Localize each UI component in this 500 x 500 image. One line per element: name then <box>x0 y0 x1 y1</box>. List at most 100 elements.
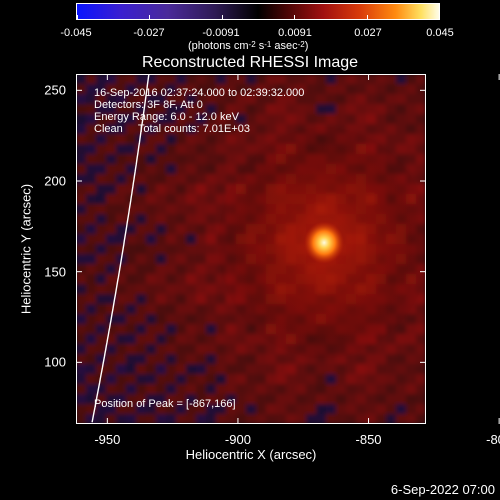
heatmap-cell <box>156 314 166 324</box>
heatmap-cell <box>406 334 416 344</box>
x-tick-label: -950 <box>94 432 121 447</box>
heatmap-cell <box>216 314 226 324</box>
heatmap-cell <box>416 164 425 174</box>
heatmap-cell <box>196 374 206 384</box>
heatmap-cell <box>246 414 256 423</box>
heatmap-cell <box>136 204 146 214</box>
heatmap-cell <box>226 334 236 344</box>
heatmap-cell <box>156 394 166 404</box>
heatmap-cell <box>196 334 206 344</box>
heatmap-cell <box>396 404 406 414</box>
heatmap-cell <box>346 75 356 84</box>
heatmap-cell <box>406 154 416 164</box>
heatmap-cell <box>96 174 106 184</box>
heatmap-cell <box>266 394 276 404</box>
heatmap-cell <box>326 374 336 384</box>
heatmap-cell <box>166 284 176 294</box>
heatmap-cell <box>286 94 296 104</box>
heatmap-cell <box>116 244 126 254</box>
heatmap-cell <box>86 334 96 344</box>
heatmap-cell <box>236 344 246 354</box>
heatmap-cell <box>96 94 106 104</box>
heatmap-cell <box>366 104 376 114</box>
heatmap-cell <box>266 94 276 104</box>
heatmap-cell <box>156 154 166 164</box>
heatmap-cell <box>416 134 425 144</box>
heatmap-cell <box>206 394 216 404</box>
heatmap-cell <box>106 224 116 234</box>
heatmap-cell <box>86 84 96 94</box>
heatmap-cell <box>106 144 116 154</box>
heatmap-cell <box>336 364 346 374</box>
heatmap-cell <box>406 144 416 154</box>
heatmap-cell <box>346 394 356 404</box>
heatmap-cell <box>416 104 425 114</box>
heatmap-cell <box>386 84 396 94</box>
heatmap-cell <box>126 374 136 384</box>
heatmap-cell <box>216 334 226 344</box>
heatmap-cell <box>176 214 186 224</box>
heatmap-cell <box>126 244 136 254</box>
heatmap-cell <box>306 394 316 404</box>
heatmap-cell <box>396 134 406 144</box>
heatmap-image <box>77 75 425 423</box>
heatmap-cell <box>366 94 376 104</box>
heatmap-cell <box>216 364 226 374</box>
heatmap-cell <box>356 104 366 114</box>
heatmap-cell <box>86 314 96 324</box>
heatmap-cell <box>416 324 425 334</box>
heatmap-cell <box>406 134 416 144</box>
energy-range-label: Energy Range: 6.0 - 12.0 keV <box>94 111 239 123</box>
heatmap-cell <box>406 314 416 324</box>
heatmap-cell <box>316 404 326 414</box>
x-axis-title: Heliocentric X (arcsec) <box>185 447 317 462</box>
heatmap-cell <box>176 324 186 334</box>
heatmap-cell <box>176 154 186 164</box>
heatmap-cell <box>316 374 326 384</box>
heatmap-cell <box>166 394 176 404</box>
heatmap-cell <box>346 104 356 114</box>
heatmap-cell <box>166 134 176 144</box>
heatmap-cell <box>326 114 336 124</box>
heatmap-cell <box>186 354 196 364</box>
heatmap-cell <box>176 284 186 294</box>
heatmap-cell <box>126 254 136 264</box>
heatmap-cell <box>336 394 346 404</box>
heatmap-cell <box>176 144 186 154</box>
heatmap-cell <box>96 254 106 264</box>
heatmap-cell <box>316 364 326 374</box>
heatmap-cell <box>116 304 126 314</box>
heatmap-cell <box>186 134 196 144</box>
heatmap-cell <box>146 134 156 144</box>
heatmap-cell <box>156 234 166 244</box>
heatmap-cell <box>116 75 126 84</box>
heatmap-cell <box>326 384 336 394</box>
heatmap-cell <box>216 324 226 334</box>
colorbar <box>76 3 440 20</box>
heatmap-cell <box>77 184 86 194</box>
heatmap-cell <box>406 344 416 354</box>
heatmap-cell <box>96 264 106 274</box>
heatmap-cell <box>356 374 366 384</box>
heatmap-cell <box>296 94 306 104</box>
heatmap-cell <box>136 104 146 114</box>
heatmap-cell <box>226 124 236 134</box>
heatmap-cell <box>146 404 156 414</box>
heatmap-cell <box>236 94 246 104</box>
colorbar-tick <box>439 15 440 20</box>
heatmap-cell <box>216 94 226 104</box>
heatmap-cell <box>376 354 386 364</box>
heatmap-cell <box>136 334 146 344</box>
heatmap-cell <box>96 404 106 414</box>
heatmap-cell <box>116 264 126 274</box>
heatmap-cell <box>396 324 406 334</box>
heatmap-cell <box>166 84 176 94</box>
heatmap-cell <box>146 274 156 284</box>
heatmap-cell <box>226 374 236 384</box>
heatmap-cell <box>196 194 206 204</box>
heatmap-cell <box>176 404 186 414</box>
heatmap-cell <box>136 284 146 294</box>
heatmap-cell <box>196 264 206 274</box>
heatmap-cell <box>126 364 136 374</box>
heatmap-cell <box>77 114 86 124</box>
